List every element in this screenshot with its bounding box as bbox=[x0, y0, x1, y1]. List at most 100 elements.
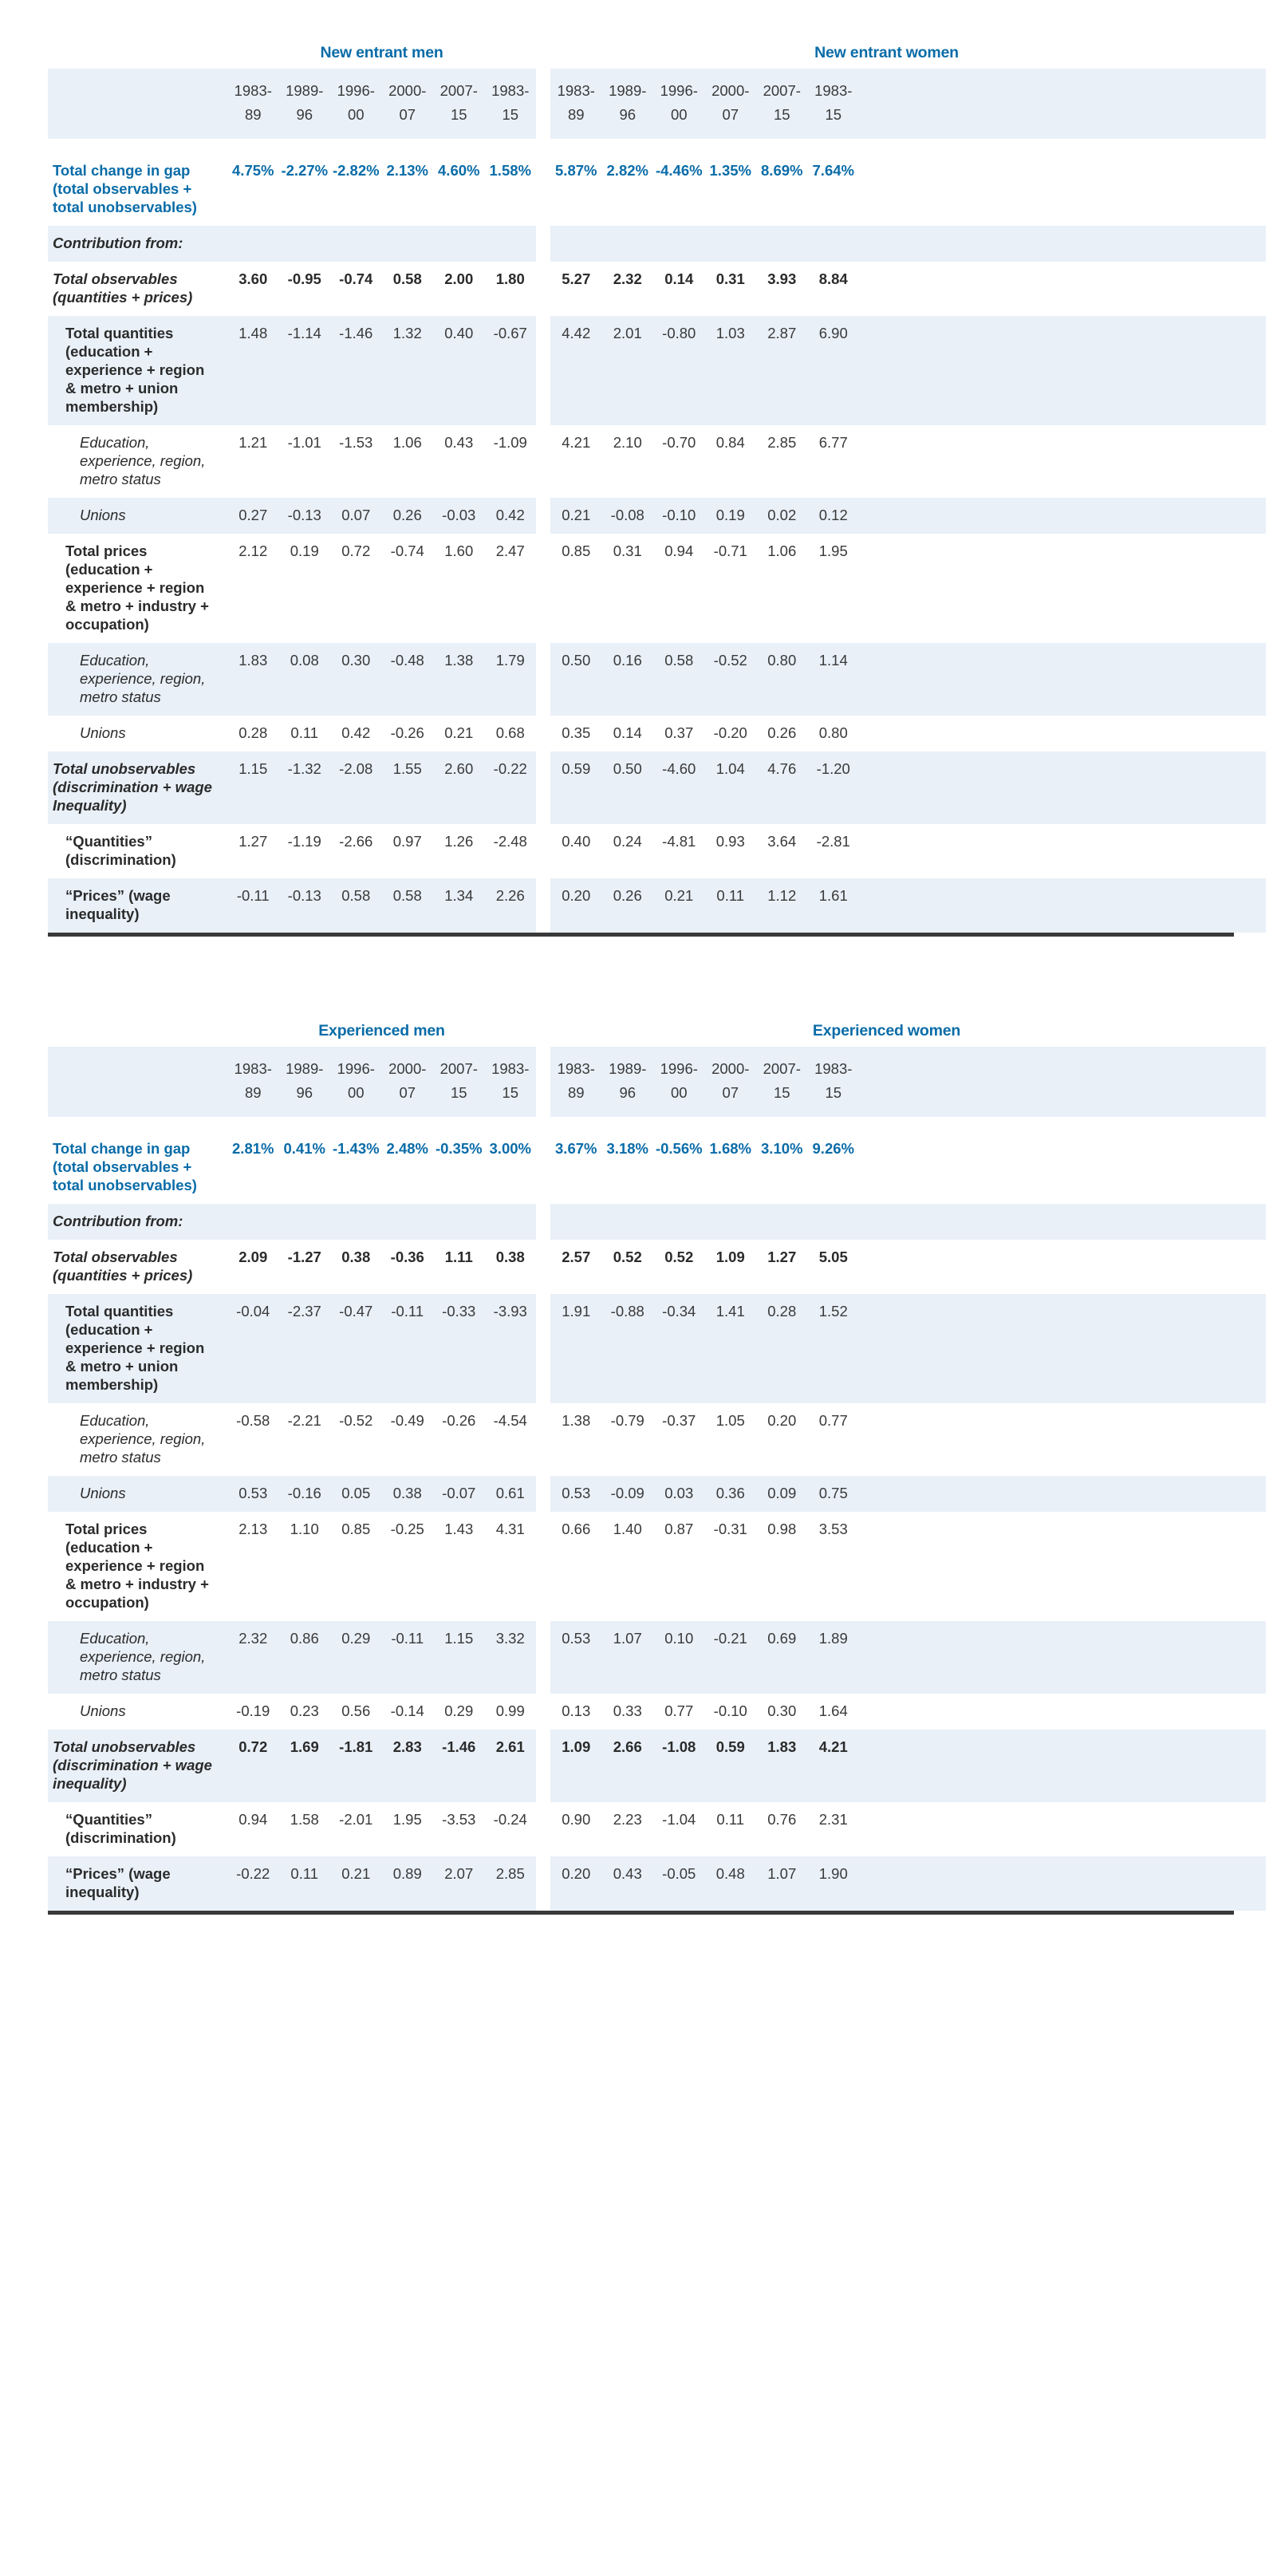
left-gutter bbox=[0, 1802, 48, 1856]
data-cell: -4.60 bbox=[662, 760, 696, 777]
data-cell: 1.15 bbox=[444, 1630, 474, 1647]
left-gutter bbox=[0, 1476, 48, 1512]
row-half-women: 0.21 -0.08 -0.10 0.19 0.02 0.12 bbox=[550, 498, 1266, 534]
data-cell: 0.07 bbox=[341, 507, 371, 523]
data-cell: 7.64% bbox=[812, 162, 854, 179]
row-half-women: 0.53 1.07 0.10 -0.21 0.69 1.89 bbox=[550, 1621, 1266, 1694]
row-half-women: 0.66 1.40 0.87 -0.31 0.98 3.53 bbox=[550, 1512, 1266, 1621]
data-cell: 1.06 bbox=[392, 434, 422, 451]
data-cell: 3.67% bbox=[555, 1140, 597, 1157]
data-cell: 0.85 bbox=[562, 542, 591, 559]
data-cell: 2.23 bbox=[613, 1811, 642, 1828]
data-cell: 0.14 bbox=[613, 724, 642, 741]
data-cell bbox=[550, 1204, 602, 1240]
table-row: Total change in gap (total observables +… bbox=[0, 1131, 1281, 1204]
header-body-gap bbox=[0, 139, 1281, 153]
period-start: 1989- bbox=[286, 82, 324, 99]
period-header-men-1983-15: 1983- 15 bbox=[485, 1047, 537, 1117]
row-half-women: 5.27 2.32 0.14 0.31 3.93 8.84 bbox=[550, 262, 1266, 316]
row-label: Total observables (quantities + prices) bbox=[53, 1249, 193, 1284]
table-row: Contribution from: bbox=[0, 1204, 1281, 1240]
data-cell: 1.21 bbox=[238, 434, 268, 451]
group-title-women: Experienced women bbox=[812, 1022, 961, 1039]
data-cell: 2.60 bbox=[444, 760, 474, 777]
row-label: Total unobservables (discrimination + wa… bbox=[53, 1738, 212, 1792]
period-start: 1983- bbox=[491, 82, 530, 99]
row-label: “Prices” (wage inequality) bbox=[65, 887, 171, 922]
data-cell: 1.09 bbox=[562, 1738, 591, 1755]
data-cell bbox=[433, 1204, 485, 1240]
left-gutter bbox=[0, 534, 48, 643]
period-end: 96 bbox=[296, 106, 313, 123]
data-cell: 2.85 bbox=[767, 434, 797, 451]
row-label: Contribution from: bbox=[53, 1213, 183, 1229]
data-cell: -4.81 bbox=[662, 833, 696, 850]
data-cell: 0.30 bbox=[341, 652, 371, 669]
data-cell: 1.27 bbox=[767, 1249, 797, 1265]
data-cell: -1.32 bbox=[287, 760, 321, 777]
period-end: 89 bbox=[244, 1084, 262, 1101]
data-cell: 6.77 bbox=[818, 434, 848, 451]
data-cell: -0.26 bbox=[390, 724, 424, 741]
data-cell bbox=[382, 226, 434, 262]
period-end: 15 bbox=[825, 106, 842, 123]
period-end: 07 bbox=[399, 1084, 416, 1101]
table-new-entrants: New entrant men New entrant women 1983- 89 1… bbox=[0, 0, 1281, 937]
data-cell: 3.32 bbox=[495, 1630, 525, 1647]
table-bottom-rule bbox=[48, 933, 1234, 937]
data-cell: -0.26 bbox=[442, 1412, 476, 1429]
data-cell: 0.02 bbox=[767, 507, 797, 523]
rowname-header-cell bbox=[48, 69, 227, 139]
data-cell: 0.08 bbox=[290, 652, 319, 669]
row-label: Total observables (quantities + prices) bbox=[53, 270, 193, 306]
row-label: Total quantities (education + experience… bbox=[65, 325, 205, 415]
row-half-women: 0.90 2.23 -1.04 0.11 0.76 2.31 bbox=[550, 1802, 1266, 1856]
data-cell: 0.52 bbox=[664, 1249, 694, 1265]
data-cell: 0.48 bbox=[715, 1865, 745, 1882]
column-header-band-women: 1983- 89 1989- 96 1996- 00 2000- 07 2007- 15 1983-… bbox=[550, 69, 1266, 139]
row-label: Education, experience, region, metro sta… bbox=[80, 652, 206, 705]
data-cell: 5.05 bbox=[818, 1249, 848, 1265]
row-half-men: Total quantities (education + experience… bbox=[48, 316, 536, 425]
data-cell: 0.09 bbox=[767, 1485, 797, 1501]
table-row: Total quantities (education + experience… bbox=[0, 1294, 1281, 1403]
period-header-women-2000-07: 2000- 07 bbox=[705, 69, 757, 139]
period-end: 15 bbox=[773, 1084, 790, 1101]
data-cell: 2.82% bbox=[606, 162, 648, 179]
row-half-men: Total prices (education + experience + r… bbox=[48, 534, 536, 643]
table-block-gap bbox=[0, 937, 1281, 978]
data-cell: 0.50 bbox=[613, 760, 642, 777]
row-label: Total change in gap (total observables +… bbox=[53, 1140, 197, 1193]
data-cell: 3.60 bbox=[238, 270, 268, 287]
data-cell: 0.84 bbox=[715, 434, 745, 451]
column-header-band-women: 1983- 89 1989- 96 1996- 00 2000- 07 2007- 15 1983-… bbox=[550, 1047, 1266, 1117]
data-cell bbox=[330, 226, 382, 262]
data-cell bbox=[550, 226, 602, 262]
data-cell: 1.35% bbox=[709, 162, 751, 179]
period-header-men-1996-00: 1996- 00 bbox=[330, 69, 382, 139]
table-row: Unions 0.28 0.11 0.42 -0.26 0.21 0.68 0.35 0.14 0… bbox=[0, 716, 1281, 751]
left-gutter bbox=[0, 1131, 48, 1204]
period-start: 2007- bbox=[439, 82, 478, 99]
data-cell: 0.16 bbox=[613, 652, 642, 669]
row-label: Unions bbox=[80, 507, 126, 523]
row-half-women: 4.42 2.01 -0.80 1.03 2.87 6.90 bbox=[550, 316, 1266, 425]
period-start: 1996- bbox=[337, 82, 375, 99]
data-cell: -0.70 bbox=[662, 434, 696, 451]
data-cell: 0.43 bbox=[444, 434, 474, 451]
table-row: Total observables (quantities + prices) 2… bbox=[0, 1240, 1281, 1294]
data-cell: 0.94 bbox=[664, 542, 694, 559]
row-label: Total prices (education + experience + r… bbox=[65, 542, 209, 633]
data-cell: 0.87 bbox=[664, 1521, 694, 1537]
data-cell: 0.53 bbox=[562, 1630, 591, 1647]
data-cell: 0.40 bbox=[444, 325, 474, 341]
row-half-women: 0.20 0.26 0.21 0.11 1.12 1.61 bbox=[550, 878, 1266, 933]
period-end: 00 bbox=[347, 1084, 365, 1101]
data-cell: 1.04 bbox=[715, 760, 745, 777]
data-cell: -0.67 bbox=[493, 325, 527, 341]
row-label: Total unobservables (discrimination + wa… bbox=[53, 760, 212, 814]
data-cell: -0.13 bbox=[287, 507, 321, 523]
period-header-men-1983-89: 1983- 89 bbox=[227, 69, 279, 139]
data-cell: 0.12 bbox=[818, 507, 848, 523]
data-cell: 2.85 bbox=[495, 1865, 525, 1882]
